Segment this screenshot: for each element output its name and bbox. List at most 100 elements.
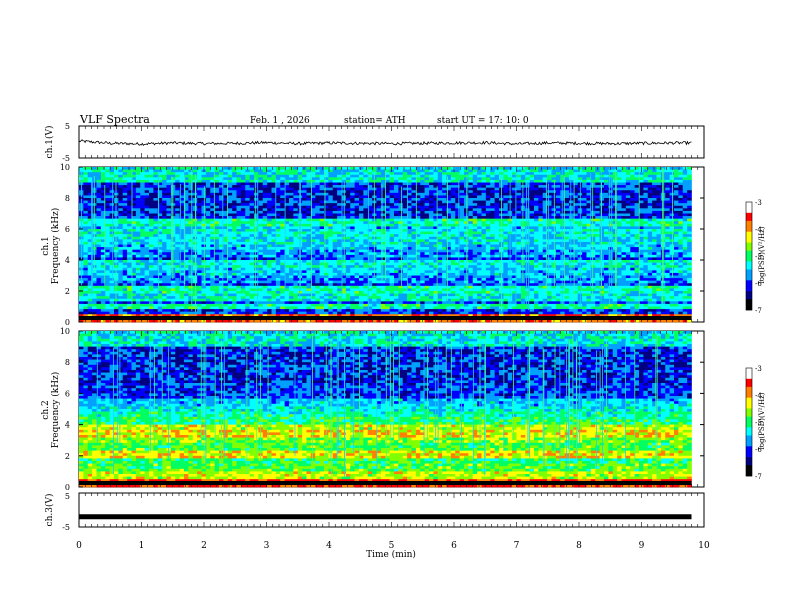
spectrogram-cell bbox=[237, 224, 242, 227]
spectrogram-cell bbox=[328, 260, 333, 263]
spectrogram-cell bbox=[267, 208, 272, 211]
spectrogram-cell bbox=[167, 237, 172, 240]
spectrogram-cell bbox=[438, 255, 443, 258]
spectrogram-cell bbox=[267, 167, 272, 170]
spectrogram-cell bbox=[377, 216, 382, 219]
spectrogram-cell bbox=[333, 286, 338, 289]
spectrogram-cell bbox=[381, 224, 386, 227]
spectrogram-cell bbox=[337, 268, 342, 271]
spectrogram-cell bbox=[377, 214, 382, 217]
spectrogram-cell bbox=[263, 312, 268, 315]
spectrogram-cell bbox=[442, 167, 447, 170]
spectrogram-cell bbox=[328, 268, 333, 271]
spectrogram-cell bbox=[390, 180, 395, 183]
spectrogram-cell bbox=[407, 216, 412, 219]
spectrogram-cell bbox=[398, 257, 403, 260]
spectrogram-cell bbox=[302, 265, 307, 268]
spectrogram-cell bbox=[202, 190, 207, 193]
spectrogram-cell bbox=[350, 180, 355, 183]
spectrogram-cell bbox=[237, 232, 242, 235]
spectrogram-cell bbox=[289, 312, 294, 315]
spectrogram-cell bbox=[289, 211, 294, 214]
spectrogram-cell bbox=[307, 201, 312, 204]
spectrogram-cell bbox=[153, 226, 158, 229]
spectrogram-cell bbox=[438, 208, 443, 211]
spectrogram-cell bbox=[359, 301, 364, 304]
spectrogram-cell bbox=[83, 281, 88, 284]
spectrogram-cell bbox=[372, 296, 377, 299]
spectrogram-cell bbox=[202, 283, 207, 286]
spectrogram-cell bbox=[136, 203, 141, 206]
spectrogram-cell bbox=[333, 226, 338, 229]
spectrogram-cell bbox=[83, 183, 88, 186]
spectrogram-cell bbox=[123, 291, 128, 294]
spectrogram-cell bbox=[167, 172, 172, 175]
spectrogram-cell bbox=[407, 245, 412, 248]
spectrogram-cell bbox=[390, 190, 395, 193]
spectrogram-cell bbox=[355, 296, 360, 299]
spectrogram-cell bbox=[245, 170, 250, 173]
spectrogram-cell bbox=[245, 242, 250, 245]
spectrogram-cell bbox=[302, 268, 307, 271]
spectrogram-cell bbox=[167, 206, 172, 209]
spectrogram-cell bbox=[438, 226, 443, 229]
spectrogram-cell bbox=[263, 219, 268, 222]
spectrogram-cell bbox=[162, 216, 167, 219]
spectrogram-cell bbox=[215, 312, 220, 315]
spectrogram-cell bbox=[228, 195, 233, 198]
spectrogram-cell bbox=[320, 188, 325, 191]
spectrogram-cell bbox=[293, 260, 298, 263]
spectrogram-cell bbox=[394, 226, 399, 229]
spectrogram-cell bbox=[83, 214, 88, 217]
spectrogram-cell bbox=[206, 265, 211, 268]
spectrogram-cell bbox=[250, 265, 255, 268]
spectrogram-cell bbox=[149, 278, 154, 281]
spectrogram-cell bbox=[429, 276, 434, 279]
spectrogram-cell bbox=[280, 221, 285, 224]
spectrogram-cell bbox=[258, 294, 263, 297]
spectrogram-cell bbox=[407, 237, 412, 240]
spectrogram-cell bbox=[280, 291, 285, 294]
spectrogram-cell bbox=[215, 203, 220, 206]
spectrogram-cell bbox=[280, 208, 285, 211]
spectrogram-cell bbox=[390, 226, 395, 229]
spectrogram-cell bbox=[293, 245, 298, 248]
spectrogram-cell bbox=[346, 224, 351, 227]
spectrogram-cell bbox=[267, 299, 272, 302]
spectrogram-cell bbox=[180, 296, 185, 299]
spectrogram-cell bbox=[241, 185, 246, 188]
spectrogram-cell bbox=[149, 226, 154, 229]
spectrogram-cell bbox=[245, 307, 250, 310]
spectrogram-cell bbox=[333, 250, 338, 253]
spectrogram-cell bbox=[153, 183, 158, 186]
spectrogram-cell bbox=[250, 296, 255, 299]
spectrogram-cell bbox=[202, 263, 207, 266]
spectrogram-cell bbox=[403, 260, 408, 263]
spectrogram-cell bbox=[118, 177, 123, 180]
spectrogram-cell bbox=[412, 296, 417, 299]
spectrogram-cell bbox=[228, 214, 233, 217]
spectrogram-cell bbox=[350, 232, 355, 235]
spectrogram-cell bbox=[407, 309, 412, 312]
spectrogram-cell bbox=[110, 301, 115, 304]
spectrogram-cell bbox=[202, 312, 207, 315]
spectrogram-cell bbox=[438, 224, 443, 227]
spectrogram-cell bbox=[258, 167, 263, 170]
spectrogram-cell bbox=[188, 307, 193, 310]
spectrogram-cell bbox=[420, 216, 425, 219]
spectrogram-cell bbox=[136, 237, 141, 240]
spectrogram-cell bbox=[289, 221, 294, 224]
spectrogram-cell bbox=[403, 247, 408, 250]
spectrogram-cell bbox=[175, 175, 180, 178]
spectrogram-cell bbox=[83, 291, 88, 294]
spectrogram-cell bbox=[136, 239, 141, 242]
spectrogram-cell bbox=[118, 260, 123, 263]
spectrogram-cell bbox=[333, 201, 338, 204]
spectrogram-cell bbox=[350, 278, 355, 281]
spectrogram-cell bbox=[250, 195, 255, 198]
spectrogram-cell bbox=[167, 250, 172, 253]
spectrogram-cell bbox=[381, 273, 386, 276]
spectrogram-cell bbox=[167, 214, 172, 217]
spectrogram-cell bbox=[105, 250, 110, 253]
spectrogram-cell bbox=[110, 255, 115, 258]
